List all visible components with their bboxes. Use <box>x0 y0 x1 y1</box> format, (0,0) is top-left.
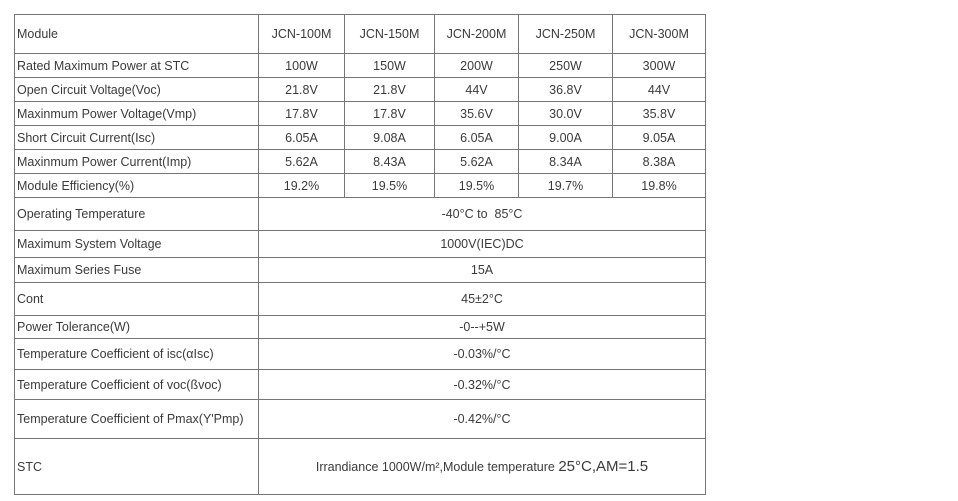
cell-value: 44V <box>612 77 706 102</box>
cell-value: 6.05A <box>258 125 345 150</box>
cell-value: 8.34A <box>518 149 613 174</box>
row-label: Temperature Coefficient of isc(αIsc) <box>14 338 259 370</box>
cell-value: 21.8V <box>258 77 345 102</box>
cell-value: 8.38A <box>612 149 706 174</box>
table-row-cont: Cont 45±2°C <box>14 282 706 316</box>
merged-value: -0.42%/°C <box>258 399 706 439</box>
module-spec-table: Module JCN-100M JCN-150M JCN-200M JCN-25… <box>14 14 706 495</box>
row-label: STC <box>14 438 259 495</box>
table-row-temp-coeff-isc: Temperature Coefficient of isc(αIsc) -0.… <box>14 338 706 370</box>
table-row-power-tolerance: Power Tolerance(W) -0--+5W <box>14 315 706 339</box>
cell-value: 200W <box>434 53 519 78</box>
table-row-isc: Short Circuit Current(Isc) 6.05A 9.08A 6… <box>14 125 706 150</box>
merged-value: -0.32%/°C <box>258 369 706 400</box>
table-row-imp: Maxinmum Power Current(Imp) 5.62A 8.43A … <box>14 149 706 174</box>
table-row-temp-coeff-pmax: Temperature Coefficient of Pmax(Y'Pmp) -… <box>14 399 706 439</box>
table-row-max-series-fuse: Maximum Series Fuse 15A <box>14 257 706 283</box>
cell-value: 19.7% <box>518 173 613 198</box>
table-row-efficiency: Module Efficiency(%) 19.2% 19.5% 19.5% 1… <box>14 173 706 198</box>
cell-value: 30.0V <box>518 101 613 126</box>
table-row-vmp: Maxinmum Power Voltage(Vmp) 17.8V 17.8V … <box>14 101 706 126</box>
table-row-operating-temperature: Operating Temperature -40°C to 85°C <box>14 197 706 231</box>
row-label: Open Circuit Voltage(Voc) <box>14 77 259 102</box>
cell-value: 21.8V <box>344 77 435 102</box>
cell-value: 17.8V <box>344 101 435 126</box>
column-header-jcn-150m: JCN-150M <box>344 14 435 54</box>
row-label: Rated Maximum Power at STC <box>14 53 259 78</box>
table-row-voc: Open Circuit Voltage(Voc) 21.8V 21.8V 44… <box>14 77 706 102</box>
cell-value: 250W <box>518 53 613 78</box>
cell-value: 9.05A <box>612 125 706 150</box>
cell-value: 100W <box>258 53 345 78</box>
column-header-jcn-300m: JCN-300M <box>612 14 706 54</box>
cell-value: 44V <box>434 77 519 102</box>
table-row-max-system-voltage: Maximum System Voltage 1000V(IEC)DC <box>14 230 706 258</box>
cell-value: 150W <box>344 53 435 78</box>
header-module-label: Module <box>14 14 259 54</box>
merged-value: -0--+5W <box>258 315 706 339</box>
row-label: Operating Temperature <box>14 197 259 231</box>
merged-value: -40°C to 85°C <box>258 197 706 231</box>
row-label: Short Circuit Current(Isc) <box>14 125 259 150</box>
row-label: Power Tolerance(W) <box>14 315 259 339</box>
column-header-jcn-200m: JCN-200M <box>434 14 519 54</box>
row-label: Temperature Coefficient of voc(ßvoc) <box>14 369 259 400</box>
table-row-temp-coeff-voc: Temperature Coefficient of voc(ßvoc) -0.… <box>14 369 706 400</box>
column-header-jcn-250m: JCN-250M <box>518 14 613 54</box>
cell-value: 36.8V <box>518 77 613 102</box>
merged-value: 45±2°C <box>258 282 706 316</box>
cell-value: 19.2% <box>258 173 345 198</box>
cell-value: 17.8V <box>258 101 345 126</box>
cell-value: 6.05A <box>434 125 519 150</box>
row-label: Maximum Series Fuse <box>14 257 259 283</box>
merged-value: 15A <box>258 257 706 283</box>
cell-value: 35.8V <box>612 101 706 126</box>
merged-value: 1000V(IEC)DC <box>258 230 706 258</box>
table-row-rated-power: Rated Maximum Power at STC 100W 150W 200… <box>14 53 706 78</box>
row-label: Maximum System Voltage <box>14 230 259 258</box>
cell-value: 8.43A <box>344 149 435 174</box>
module-spec-table-container: Module JCN-100M JCN-150M JCN-200M JCN-25… <box>14 14 706 495</box>
cell-value: 5.62A <box>434 149 519 174</box>
header-row: Module JCN-100M JCN-150M JCN-200M JCN-25… <box>14 14 706 54</box>
cell-value: 19.5% <box>434 173 519 198</box>
cell-value: 19.5% <box>344 173 435 198</box>
row-label: Maxinmum Power Voltage(Vmp) <box>14 101 259 126</box>
cell-value: 300W <box>612 53 706 78</box>
merged-value: -0.03%/°C <box>258 338 706 370</box>
cell-value: 35.6V <box>434 101 519 126</box>
stc-conditions-large: 25°C,AM=1.5 <box>558 458 649 475</box>
cell-value: 9.08A <box>344 125 435 150</box>
row-label: Cont <box>14 282 259 316</box>
cell-value: 19.8% <box>612 173 706 198</box>
cell-value: 9.00A <box>518 125 613 150</box>
stc-conditions-normal: Irrandiance 1000W/m²,Module temperature <box>315 460 559 474</box>
row-label: Maxinmum Power Current(Imp) <box>14 149 259 174</box>
stc-conditions-value: Irrandiance 1000W/m²,Module temperature … <box>258 438 706 495</box>
row-label: Temperature Coefficient of Pmax(Y'Pmp) <box>14 399 259 439</box>
cell-value: 5.62A <box>258 149 345 174</box>
table-row-stc: STC Irrandiance 1000W/m²,Module temperat… <box>14 438 706 495</box>
column-header-jcn-100m: JCN-100M <box>258 14 345 54</box>
row-label: Module Efficiency(%) <box>14 173 259 198</box>
